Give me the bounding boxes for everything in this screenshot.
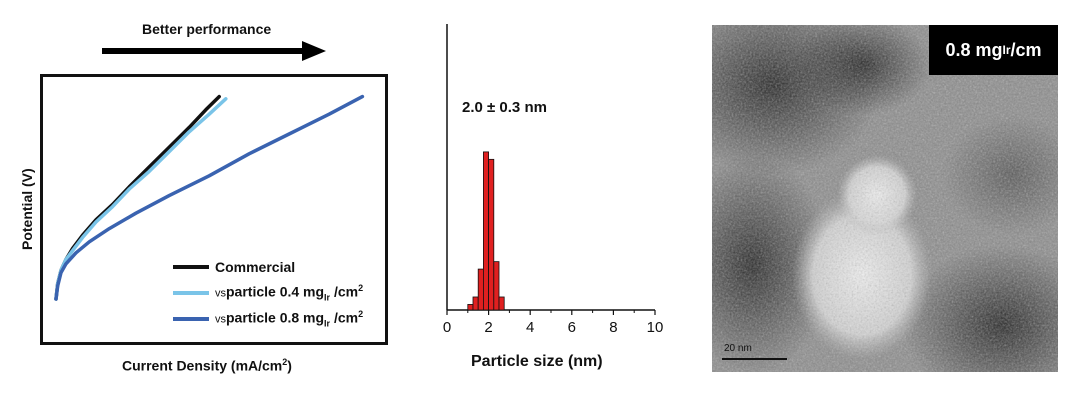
loading-badge: 0.8 mg Ir/cm xyxy=(929,25,1058,75)
histogram-bar xyxy=(472,296,479,311)
legend-item-commercial: Commercial xyxy=(173,259,295,275)
x-tick-label: 0 xyxy=(443,319,451,336)
y-axis-label: Potential (V) xyxy=(19,168,35,250)
histogram-bar xyxy=(467,304,474,311)
histogram-bar xyxy=(493,261,500,311)
tem-micrograph: 0.8 mg Ir/cm 20 nm xyxy=(712,25,1058,372)
histogram-bar xyxy=(477,268,484,311)
tem-image xyxy=(712,25,1058,372)
performance-arrow-title: Better performance xyxy=(142,21,272,37)
histogram-annotation: 2.0 ± 0.3 nm xyxy=(462,99,547,116)
legend-item-particle-0-8: vsparticle 0.8 mgIr /cm2 xyxy=(173,309,363,328)
legend-swatch xyxy=(173,265,209,269)
legend-label: Commercial xyxy=(215,259,296,275)
histogram-bar xyxy=(483,151,490,311)
performance-arrow-icon xyxy=(102,41,326,61)
series-line-2 xyxy=(54,94,365,301)
legend-swatch xyxy=(173,290,209,295)
legend-item-particle-0-4: vsparticle 0.4 mgIr /cm2 xyxy=(173,283,363,302)
scale-bar xyxy=(722,358,787,360)
x-tick-label: 4 xyxy=(526,319,534,336)
x-tick-label: 10 xyxy=(647,319,664,336)
x-tick-label: 6 xyxy=(568,319,576,336)
histogram-bar xyxy=(488,158,495,311)
scale-bar-label: 20 nm xyxy=(724,343,752,354)
polarization-chart xyxy=(54,94,365,301)
x-axis-label: Current Density (mA/cm2) xyxy=(122,357,292,374)
polarization-chart-frame: Commercial vsparticle 0.4 mgIr /cm2 vspa… xyxy=(40,74,388,345)
legend-swatch xyxy=(173,316,209,321)
x-tick-label: 2 xyxy=(484,319,492,336)
particle-size-histogram: 0 2 4 6 8 10 xyxy=(443,24,664,336)
x-tick-label: 8 xyxy=(609,319,617,336)
legend-label: vsparticle 0.4 mgIr /cm2 xyxy=(215,283,364,303)
legend-label: vsparticle 0.8 mgIr /cm2 xyxy=(215,309,364,329)
histogram-bar xyxy=(498,296,505,311)
histogram-x-axis-label: Particle size (nm) xyxy=(471,353,603,370)
